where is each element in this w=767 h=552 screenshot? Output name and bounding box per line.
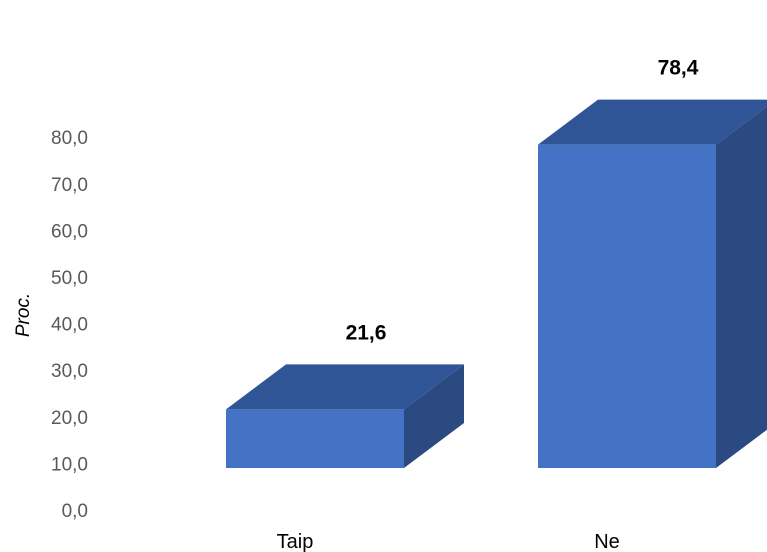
bar-front-face: [538, 144, 716, 468]
bar-front-face: [226, 409, 404, 468]
bar-taip: [226, 364, 464, 468]
category-labels: Taip Ne: [277, 531, 620, 552]
y-tick-label: 50,0: [51, 268, 88, 289]
bars: [226, 99, 767, 468]
y-tick-label: 70,0: [51, 175, 88, 196]
y-tick-label: 10,0: [51, 454, 88, 475]
category-label: Ne: [594, 531, 620, 552]
bar-side-face: [716, 106, 767, 468]
y-tick-label: 80,0: [51, 128, 88, 149]
data-label: 21,6: [346, 321, 387, 344]
bar-ne: [538, 99, 767, 468]
data-labels: 21,6 78,4: [346, 57, 699, 345]
y-axis-ticks: 0,0 10,0 20,0 30,0 40,0 50,0 60,0 70,0 80,0: [51, 128, 88, 522]
bar-top-face: [538, 99, 767, 145]
y-tick-label: 30,0: [51, 361, 88, 382]
bar-side-face: [404, 364, 464, 468]
data-label: 78,4: [658, 57, 699, 80]
y-tick-label: 20,0: [51, 408, 88, 429]
bar-top-face: [226, 364, 464, 410]
y-tick-label: 0,0: [62, 501, 88, 522]
y-tick-label: 60,0: [51, 221, 88, 242]
category-label: Taip: [277, 531, 314, 552]
y-axis-label: Proc.: [13, 293, 34, 337]
y-tick-label: 40,0: [51, 315, 88, 336]
